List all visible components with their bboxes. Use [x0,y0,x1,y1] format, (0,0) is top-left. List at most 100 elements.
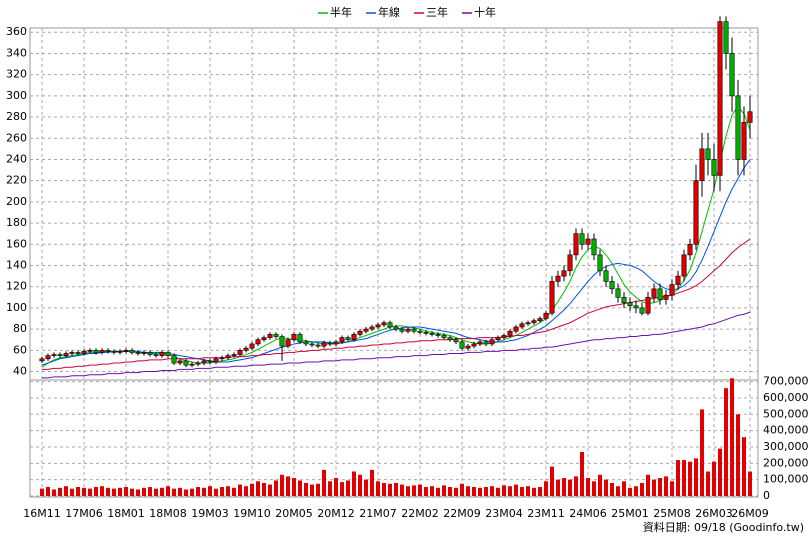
volume-bar [568,479,572,496]
candle-body [351,334,357,341]
y-tick-label: 280 [6,110,27,123]
volume-bar [604,479,608,496]
y2-tick-label: 600,000 [763,391,808,404]
volume-bar [520,487,524,496]
volume-bar [628,487,632,496]
y-tick-label: 160 [6,237,27,250]
volume-bar [514,484,518,496]
volume-bar [550,466,554,496]
volume-bar [460,483,464,496]
candle-body [63,353,69,356]
volume-bar [316,483,320,496]
y2-tick-label: 0 [763,489,770,502]
ma-line [42,238,751,370]
candle-body [729,53,735,97]
volume-bar [508,486,512,496]
y-tick-label: 260 [6,131,27,144]
volume-bar [214,488,218,496]
candle-body [561,270,567,277]
volume-bar [100,486,104,496]
candle-body [279,336,285,347]
volume-bar [664,476,668,496]
y-tick-label: 140 [6,258,27,271]
volume-bar [544,481,548,496]
candle-body [531,320,537,324]
candle-body [267,334,273,338]
candle-body [621,297,627,303]
candle-body [171,355,177,364]
y2-tick-label: 500,000 [763,407,808,420]
candle-body [435,334,441,336]
candle-body [573,233,579,256]
volume-bar [472,487,476,496]
y-tick-label: 220 [6,174,27,187]
candle-body [177,360,183,364]
candle-body [369,326,375,330]
y-tick-label: 360 [6,25,27,38]
candle-body [741,122,747,160]
volume-bar [676,460,680,496]
volume-bar [88,488,92,496]
candle-body [543,312,549,319]
candle-body [189,363,195,366]
volume-bar [532,487,536,496]
y2-tick-label: 300,000 [763,440,808,453]
candle-body [537,318,543,321]
volume-bar [496,487,500,496]
x-tick-label: 22M02 [401,507,439,520]
candle-body [591,238,597,256]
candle-body [195,362,201,365]
volume-bar [424,487,428,496]
volume-bar [82,487,86,496]
candle-body [459,341,465,349]
volume-bar [124,487,128,496]
candle-body [111,351,117,353]
candle-body [129,350,135,353]
volume-bar [670,481,674,496]
volume-bar [580,451,584,496]
volume-bar [70,488,74,496]
candle-body [57,354,63,356]
volume-bar [154,488,158,496]
candle-body [117,351,123,353]
candle-body [651,288,657,298]
candle-body [201,360,207,364]
candle-body [735,95,741,160]
candle-body [273,334,279,337]
volume-bar [232,487,236,496]
volume-bar [442,485,446,496]
volume-bar [184,489,188,496]
candle-body [75,352,81,354]
candle-body [105,350,111,352]
volume-bar [634,486,638,496]
y-tick-label: 40 [13,365,27,378]
volume-bar [586,478,590,496]
candle-body [153,354,159,356]
y-tick-label: 80 [13,322,27,335]
candle-body [237,350,243,355]
volume-bar [364,479,368,496]
volume-bar [652,479,656,496]
candle-body [147,352,153,355]
candle-body [357,330,363,335]
candle-body [387,322,393,328]
y-tick-label: 240 [6,152,27,165]
x-tick-label: 25M08 [653,507,691,520]
candle-body [705,148,711,160]
volume-bar [202,487,206,496]
volume-bar [352,471,356,496]
candle-body [567,254,573,272]
volume-bar [490,486,494,496]
volume-bar [502,485,506,496]
volume-bar [298,480,302,496]
volume-bar [286,476,290,496]
candle-body [327,342,333,345]
candle-body [411,328,417,332]
volume-bar [172,488,176,496]
volume-bar [718,448,722,496]
y-tick-label: 180 [6,216,27,229]
candle-body [669,284,675,296]
footer: 資料日期: 09/18 (Goodinfo.tw) [643,520,804,534]
volume-bar [208,486,212,496]
